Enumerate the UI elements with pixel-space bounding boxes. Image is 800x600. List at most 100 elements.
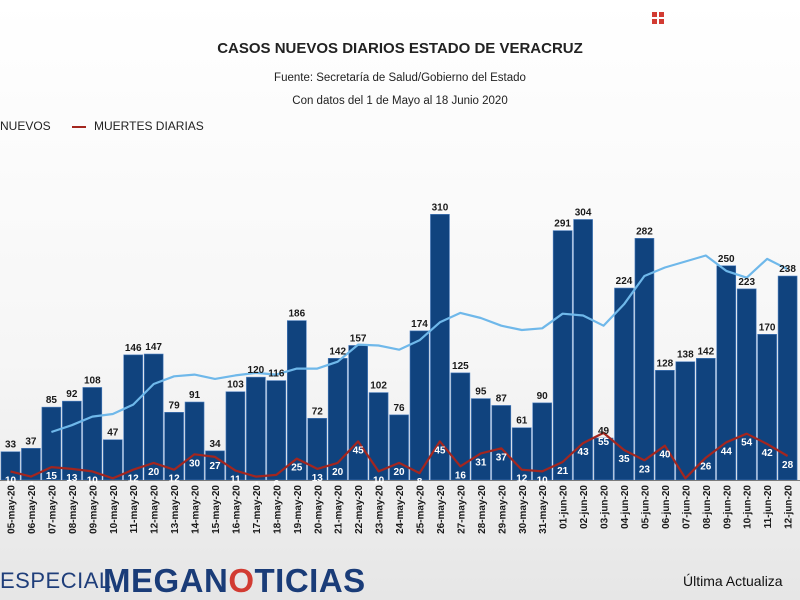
average-line xyxy=(51,254,789,434)
x-tick-12-jun-20: 12-jun-20 xyxy=(784,485,795,529)
bar-23-may-20 xyxy=(368,392,389,481)
bar-label-13-may-20: 79 xyxy=(169,400,181,411)
death-label-22-may-20: 45 xyxy=(353,445,365,456)
bar-27-may-20 xyxy=(450,372,471,481)
bar-label-17-may-20: 120 xyxy=(248,365,265,376)
bar-label-28-may-20: 95 xyxy=(475,387,487,398)
x-tick-31-may-20: 31-may-20 xyxy=(538,485,549,534)
bar-label-02-jun-20: 304 xyxy=(575,207,592,218)
brand-suffix: TICIAS xyxy=(254,562,366,599)
bar-label-31-may-20: 90 xyxy=(537,391,549,402)
bar-05-jun-20 xyxy=(634,238,655,481)
x-tick-10-may-20: 10-may-20 xyxy=(109,485,120,534)
bar-label-15-may-20: 34 xyxy=(209,439,221,450)
x-tick-09-may-20: 09-may-20 xyxy=(88,485,99,534)
footer-especial: ESPECIAL xyxy=(0,568,112,593)
death-label-11-jun-20: 42 xyxy=(762,448,774,459)
x-tick-27-may-20: 27-may-20 xyxy=(456,485,467,534)
bar-label-19-may-20: 186 xyxy=(288,309,305,320)
bar-label-20-may-20: 72 xyxy=(312,406,324,417)
x-tick-11-jun-20: 11-jun-20 xyxy=(763,485,774,529)
x-tick-06-jun-20: 06-jun-20 xyxy=(661,485,672,529)
bar-10-jun-20 xyxy=(736,288,757,481)
death-label-23-may-20: 10 xyxy=(373,475,385,486)
bar-label-05-may-20: 33 xyxy=(5,440,17,451)
death-label-19-may-20: 25 xyxy=(291,463,303,474)
death-label-07-may-20: 15 xyxy=(46,471,58,482)
bar-label-05-jun-20: 282 xyxy=(636,226,653,237)
x-tick-24-may-20: 24-may-20 xyxy=(395,485,406,534)
bar-07-jun-20 xyxy=(675,361,696,481)
death-label-02-jun-20: 43 xyxy=(578,447,590,458)
death-label-12-jun-20: 28 xyxy=(782,460,794,471)
bar-label-12-may-20: 147 xyxy=(145,342,162,353)
brand-prefix: MEGAN xyxy=(103,562,229,599)
bar-label-18-may-20: 116 xyxy=(268,369,285,380)
x-tick-08-may-20: 08-may-20 xyxy=(68,485,79,534)
bar-label-07-jun-20: 138 xyxy=(677,350,694,361)
bar-label-12-jun-20: 238 xyxy=(779,264,796,275)
x-tick-25-may-20: 25-may-20 xyxy=(416,485,427,534)
x-tick-19-may-20: 19-may-20 xyxy=(293,485,304,534)
death-label-17-may-20: 4 xyxy=(253,481,259,492)
death-label-20-may-20: 13 xyxy=(312,473,324,484)
death-label-29-may-20: 37 xyxy=(496,452,508,463)
deaths-line xyxy=(10,431,789,480)
x-tick-30-may-20: 30-may-20 xyxy=(518,485,529,534)
bar-17-may-20 xyxy=(246,376,266,481)
death-label-08-jun-20: 26 xyxy=(700,462,712,473)
bar-label-06-may-20: 37 xyxy=(25,436,37,447)
last-updated-label: Última Actualiza xyxy=(683,573,783,589)
x-tick-03-jun-20: 03-jun-20 xyxy=(600,485,611,529)
bar-26-may-20 xyxy=(430,214,450,481)
death-label-15-may-20: 27 xyxy=(209,461,221,472)
x-tick-28-may-20: 28-may-20 xyxy=(477,485,488,534)
bar-label-07-may-20: 85 xyxy=(46,395,58,406)
x-tick-05-jun-20: 05-jun-20 xyxy=(640,485,651,529)
bar-label-11-jun-20: 170 xyxy=(759,322,776,333)
death-label-11-may-20: 12 xyxy=(128,474,140,485)
chart-date-range: Con datos del 1 de Mayo al 18 Junio 2020 xyxy=(292,95,508,107)
x-tick-22-may-20: 22-may-20 xyxy=(354,485,365,534)
x-tick-15-may-20: 15-may-20 xyxy=(211,485,222,534)
x-tick-17-may-20: 17-may-20 xyxy=(252,485,263,534)
bar-22-may-20 xyxy=(348,345,368,481)
x-tick-10-jun-20: 10-jun-20 xyxy=(743,485,754,529)
bar-label-10-may-20: 47 xyxy=(107,428,119,439)
bar-12-jun-20 xyxy=(777,275,798,481)
x-tick-07-jun-20: 07-jun-20 xyxy=(681,485,692,529)
x-tick-12-may-20: 12-may-20 xyxy=(150,485,161,534)
x-tick-11-may-20: 11-may-20 xyxy=(129,485,140,534)
x-tick-13-may-20: 13-may-20 xyxy=(170,485,181,534)
death-label-26-may-20: 45 xyxy=(434,445,446,456)
legend-deaths: MUERTES DIARIAS xyxy=(94,119,204,133)
death-label-03-jun-20: 55 xyxy=(598,437,610,448)
death-label-05-may-20: 10 xyxy=(5,475,17,486)
x-tick-05-may-20: 05-may-20 xyxy=(7,485,18,534)
bar-12-may-20 xyxy=(143,353,164,481)
x-tick-16-may-20: 16-may-20 xyxy=(231,485,242,534)
legend-deaths-swatch xyxy=(72,126,86,128)
bar-label-16-may-20: 103 xyxy=(227,380,244,391)
death-label-13-may-20: 12 xyxy=(169,474,181,485)
bar-label-14-may-20: 91 xyxy=(189,390,201,401)
bar-label-22-may-20: 157 xyxy=(350,333,367,344)
x-tick-29-may-20: 29-may-20 xyxy=(497,485,508,534)
death-label-21-may-20: 20 xyxy=(332,467,344,478)
bar-label-08-jun-20: 142 xyxy=(697,346,714,357)
bar-label-10-jun-20: 223 xyxy=(738,277,755,288)
bar-label-09-may-20: 108 xyxy=(84,375,101,386)
bar-06-jun-20 xyxy=(655,370,675,481)
bar-18-may-20 xyxy=(266,380,287,481)
death-label-12-may-20: 20 xyxy=(148,467,160,478)
x-tick-04-jun-20: 04-jun-20 xyxy=(620,485,631,529)
x-tick-14-may-20: 14-may-20 xyxy=(191,485,202,534)
bar-label-23-may-20: 102 xyxy=(370,381,387,392)
bar-20-may-20 xyxy=(307,417,328,481)
bar-11-may-20 xyxy=(123,354,143,481)
x-tick-01-jun-20: 01-jun-20 xyxy=(559,485,570,529)
death-label-14-may-20: 30 xyxy=(189,458,201,469)
x-tick-08-jun-20: 08-jun-20 xyxy=(702,485,713,529)
bar-label-08-may-20: 92 xyxy=(66,389,78,400)
